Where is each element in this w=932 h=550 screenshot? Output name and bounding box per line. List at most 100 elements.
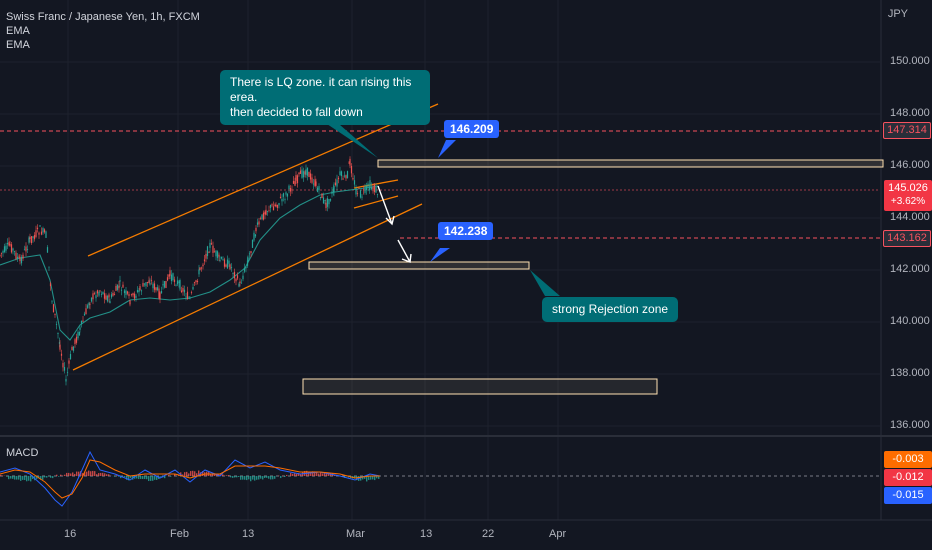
candle-body xyxy=(337,177,340,180)
candle-body xyxy=(59,344,61,350)
macd-hist-bar xyxy=(0,474,2,476)
candle-body xyxy=(188,297,190,299)
candle-body xyxy=(189,297,191,299)
candle-body xyxy=(262,212,265,220)
candle-body xyxy=(281,198,283,202)
candle-body xyxy=(68,360,70,364)
candle-body xyxy=(251,239,254,248)
lower-zone-rectangle[interactable] xyxy=(302,378,658,395)
candle-body xyxy=(308,171,310,178)
candle-body xyxy=(23,249,26,251)
badge-142-238[interactable]: 142.238 xyxy=(438,222,494,240)
macd-hist-bar xyxy=(12,476,14,479)
macd-hist-bar xyxy=(164,476,166,479)
chart-legend[interactable]: Swiss Franc / Japanese Yen, 1h, FXCM EMA… xyxy=(6,10,200,52)
time-axis-tick: 13 xyxy=(242,528,255,540)
candle-body xyxy=(16,256,19,259)
candle-body xyxy=(250,251,252,254)
candle-body xyxy=(186,291,189,300)
candle-body xyxy=(245,266,247,269)
macd-hist-bar xyxy=(94,471,96,476)
candle-body xyxy=(213,251,216,253)
candle-body xyxy=(86,305,89,308)
candle-body xyxy=(230,267,233,269)
candle-body xyxy=(275,204,277,207)
macd-hist-bar xyxy=(30,476,32,482)
macd-hist-bar xyxy=(198,470,200,476)
candle-body xyxy=(316,187,319,192)
candle-body xyxy=(57,332,59,335)
candle-body xyxy=(85,308,87,315)
macd-indicator-label[interactable]: MACD xyxy=(6,447,39,459)
callout-rejection-zone[interactable]: strong Rejection zone xyxy=(542,297,679,322)
indicator-ema-1[interactable]: EMA xyxy=(6,25,30,37)
macd-hist-bar xyxy=(186,471,188,476)
candle-body xyxy=(9,244,11,246)
candle-body xyxy=(65,378,67,382)
callout-lq-line2: then decided to fall down xyxy=(230,105,363,119)
current-price-change: +3.62% xyxy=(890,196,926,207)
ascending-channel[interactable] xyxy=(72,103,439,371)
candle-body xyxy=(43,229,46,233)
candle-body xyxy=(238,283,240,287)
candle-body xyxy=(362,189,365,191)
price-axis-tick: 138.000 xyxy=(890,367,930,379)
candle-body xyxy=(255,227,257,232)
candle-body xyxy=(271,204,273,206)
candle-body xyxy=(79,327,81,330)
forecast-arrows[interactable] xyxy=(377,185,412,263)
candle-body xyxy=(296,175,299,184)
candle-body xyxy=(35,230,37,237)
macd-hist-bar xyxy=(88,470,90,476)
macd-hist-bar xyxy=(124,476,126,477)
candle-body xyxy=(33,235,36,240)
badge-146-209[interactable]: 146.209 xyxy=(444,120,500,138)
currency-label: JPY xyxy=(887,8,908,20)
time-axis-tick: 16 xyxy=(64,528,77,540)
macd-hist-bar xyxy=(40,476,42,480)
macd-hist-bar xyxy=(226,475,228,476)
candle-body xyxy=(150,280,153,282)
candlestick-series[interactable] xyxy=(0,156,379,386)
callout-lq-zone[interactable]: There is LQ zone. it can rising this ere… xyxy=(220,70,430,125)
candle-body xyxy=(74,339,76,345)
candle-body xyxy=(269,204,272,208)
candle-body xyxy=(301,169,303,178)
candle-body xyxy=(143,283,146,285)
indicator-ema-2[interactable]: EMA xyxy=(6,39,30,51)
candle-body xyxy=(36,227,39,230)
macd-hist-bar xyxy=(148,476,150,482)
macd-hist-bar xyxy=(224,475,226,476)
candle-body xyxy=(98,292,100,296)
candle-body xyxy=(63,367,66,371)
macd-hist-bar xyxy=(154,476,156,480)
candle-body xyxy=(116,284,119,290)
candle-body xyxy=(233,271,236,279)
macd-hist-bar xyxy=(308,471,310,476)
candle-body xyxy=(162,284,164,286)
candle-body xyxy=(333,186,335,193)
candle-body xyxy=(203,259,206,262)
lq-zone-rectangle[interactable] xyxy=(377,159,884,168)
macd-hist-bar xyxy=(212,473,214,476)
candle-body xyxy=(45,231,47,238)
macd-hist-bar xyxy=(322,473,324,476)
callout-bottom-pointer xyxy=(530,270,560,296)
candle-body xyxy=(40,231,43,235)
macd-hist-bar xyxy=(168,475,170,476)
symbol-title[interactable]: Swiss Franc / Japanese Yen, 1h, FXCM xyxy=(6,11,200,23)
candle-body xyxy=(103,293,106,299)
candle-body xyxy=(352,178,354,180)
candle-body xyxy=(48,266,50,268)
macd-hist-bar xyxy=(368,476,370,480)
candle-body xyxy=(348,162,350,164)
candle-body xyxy=(136,290,139,293)
rejection-zone-rectangle[interactable] xyxy=(308,261,530,270)
candle-body xyxy=(286,193,289,197)
macd-hist-bar xyxy=(310,472,312,476)
candle-body xyxy=(195,280,197,283)
candle-body xyxy=(155,287,157,291)
macd-hist-bar xyxy=(252,476,254,480)
candle-body xyxy=(128,294,130,297)
